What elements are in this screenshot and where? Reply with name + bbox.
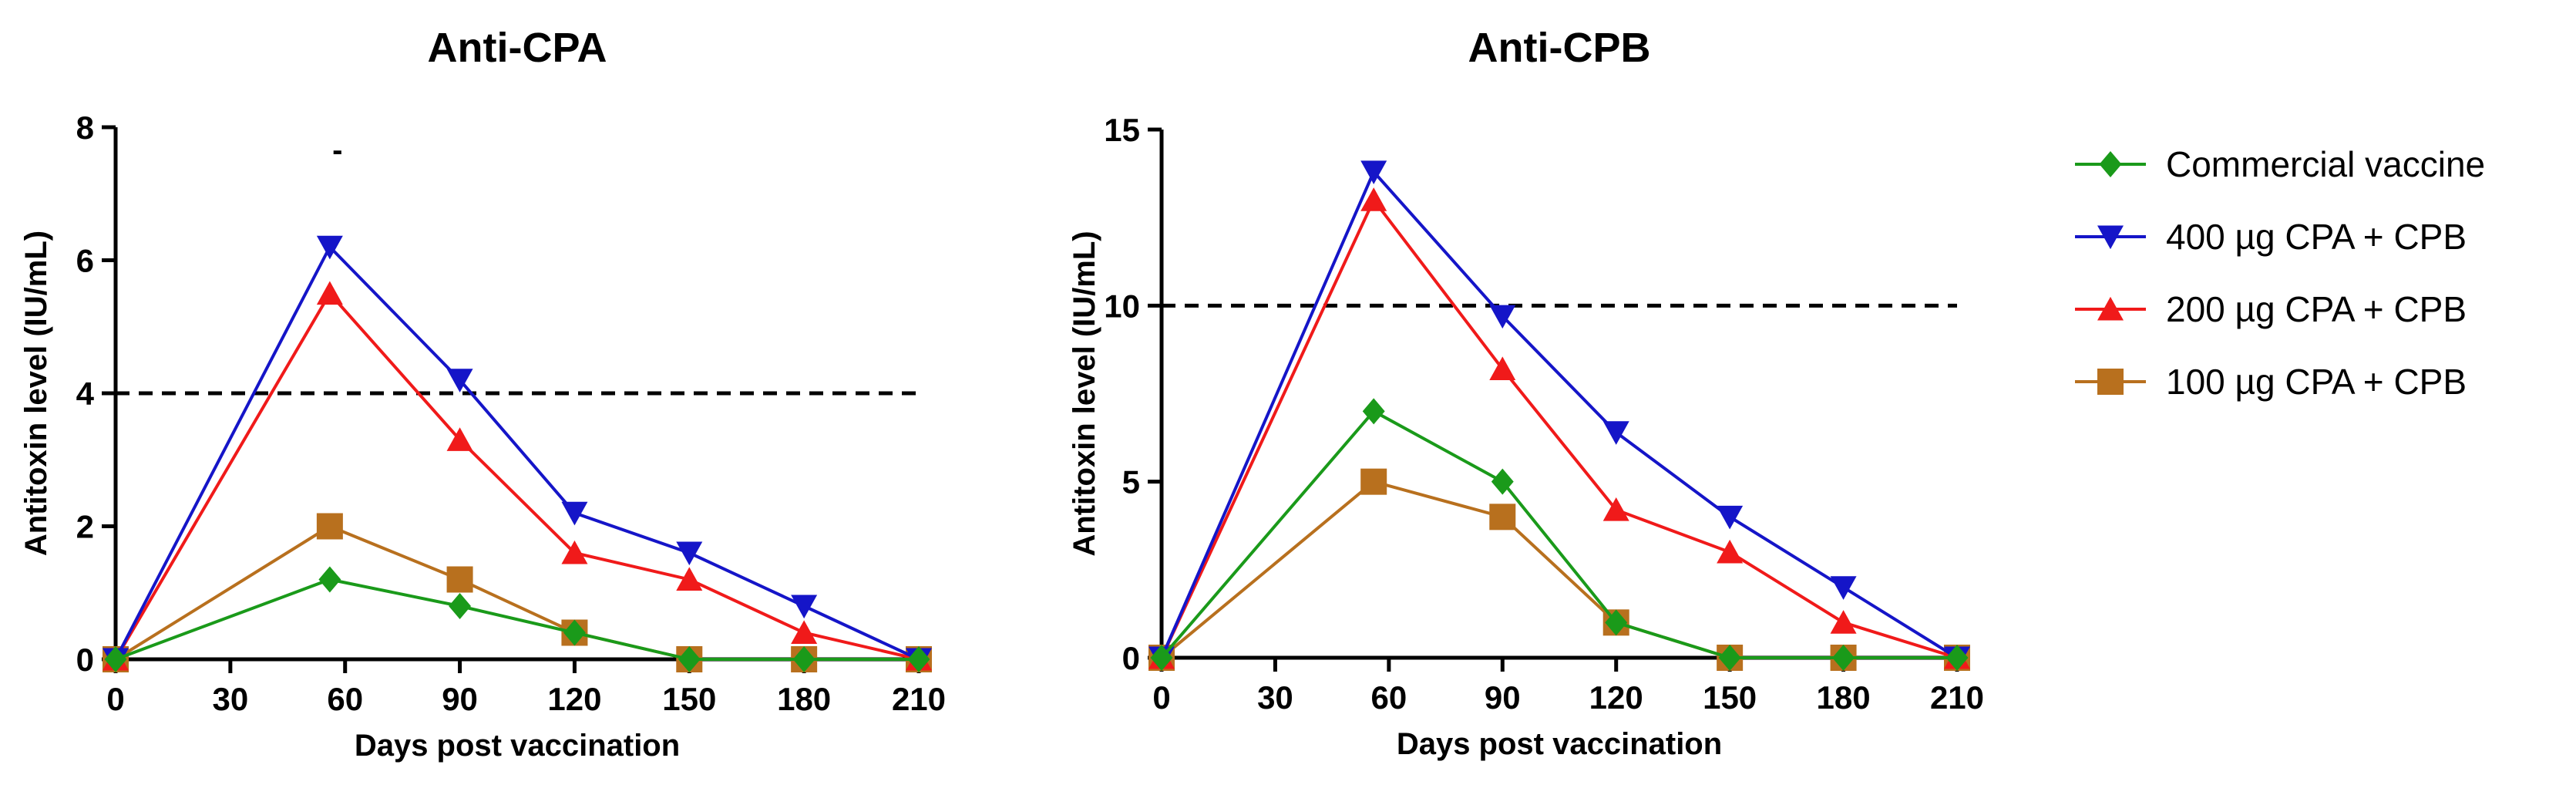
x-tick-label-anti-cpb: 90 xyxy=(1485,679,1521,716)
legend-marker-100-g-cpa-cpb xyxy=(2097,369,2124,395)
y-tick-label-anti-cpa: 0 xyxy=(76,642,94,678)
y-tick-label-anti-cpb: 5 xyxy=(1122,464,1140,500)
data-point-400-g-cpa-cpb-anti-cpa xyxy=(446,369,473,392)
data-point-commercial-vaccine-anti-cpa xyxy=(449,593,472,619)
x-axis-label-anti-cpa: Days post vaccination xyxy=(355,729,680,763)
y-axis-label-anti-cpa: Antitoxin level (IU/mL) xyxy=(19,231,53,556)
y-tick-label-anti-cpa: 2 xyxy=(76,509,94,545)
data-point-400-g-cpa-cpb-anti-cpb xyxy=(1602,421,1629,445)
x-tick-label-anti-cpb: 120 xyxy=(1589,679,1643,716)
data-point-commercial-vaccine-anti-cpa xyxy=(563,619,586,646)
data-point-200-g-cpa-cpb-anti-cpb xyxy=(1830,610,1857,634)
y-tick-label-anti-cpb: 10 xyxy=(1104,288,1140,324)
legend: Commercial vaccine 400 µg CPA + CPB 200 µg… xyxy=(2075,144,2485,402)
data-point-100-g-cpa-cpb-anti-cpb xyxy=(1360,468,1387,495)
chart-title-anti-cpb: Anti-CPB xyxy=(1468,25,1651,71)
data-point-200-g-cpa-cpb-anti-cpb xyxy=(1489,356,1516,380)
data-point-400-g-cpa-cpb-anti-cpa xyxy=(316,235,343,260)
x-tick-label-anti-cpa: 90 xyxy=(442,681,478,717)
data-point-400-g-cpa-cpb-anti-cpb xyxy=(1717,505,1744,530)
data-point-100-g-cpa-cpb-anti-cpa xyxy=(446,566,473,593)
chart-panel-anti-cpa: Anti-CPA - 0 2 4 6 8 0 30 60 90 120 150 180 210 Days po… xyxy=(19,25,946,763)
x-tick-label-anti-cpa: 60 xyxy=(327,681,363,717)
data-point-commercial-vaccine-anti-cpb xyxy=(1605,609,1628,636)
x-tick-label-anti-cpa: 30 xyxy=(212,681,248,717)
x-tick-label-anti-cpb: 0 xyxy=(1152,679,1170,716)
data-point-100-g-cpa-cpb-anti-cpb xyxy=(1489,504,1516,531)
x-tick-label-anti-cpa: 120 xyxy=(547,681,601,717)
data-point-200-g-cpa-cpb-anti-cpa xyxy=(676,567,703,591)
legend-label-100-g-cpa-cpb: 100 µg CPA + CPB xyxy=(2166,362,2467,402)
x-tick-label-anti-cpb: 180 xyxy=(1817,679,1871,716)
x-tick-label-anti-cpb: 210 xyxy=(1930,679,1984,716)
data-point-commercial-vaccine-anti-cpa xyxy=(907,646,930,672)
data-point-commercial-vaccine-anti-cpa xyxy=(318,566,341,593)
y-axis-label-anti-cpb: Antitoxin level (IU/mL) xyxy=(1068,231,1101,556)
data-point-commercial-vaccine-anti-cpb xyxy=(1491,468,1514,495)
x-tick-label-anti-cpb: 150 xyxy=(1703,679,1757,716)
data-point-commercial-vaccine-anti-cpb xyxy=(1945,645,1969,671)
data-point-200-g-cpa-cpb-anti-cpa xyxy=(791,620,818,644)
x-tick-label-anti-cpa: 210 xyxy=(892,681,946,717)
data-point-commercial-vaccine-anti-cpb xyxy=(1362,398,1385,425)
y-tick-label-anti-cpb: 15 xyxy=(1104,112,1140,148)
x-tick-label-anti-cpa: 0 xyxy=(106,681,124,717)
data-point-100-g-cpa-cpb-anti-cpa xyxy=(316,513,343,540)
data-point-200-g-cpa-cpb-anti-cpb xyxy=(1360,187,1387,211)
data-point-400-g-cpa-cpb-anti-cpb xyxy=(1830,576,1857,600)
annotation-anti-cpa: - xyxy=(332,133,342,167)
data-point-commercial-vaccine-anti-cpb xyxy=(1150,645,1173,671)
data-point-400-g-cpa-cpb-anti-cpa xyxy=(676,541,703,566)
data-point-commercial-vaccine-anti-cpb xyxy=(1832,645,1855,671)
x-tick-label-anti-cpb: 30 xyxy=(1257,679,1293,716)
x-tick-label-anti-cpa: 150 xyxy=(662,681,716,717)
legend-marker-400-g-cpa-cpb xyxy=(2097,225,2124,250)
data-point-400-g-cpa-cpb-anti-cpb xyxy=(1360,160,1387,184)
data-point-200-g-cpa-cpb-anti-cpb xyxy=(1717,539,1744,564)
y-tick-label-anti-cpb: 0 xyxy=(1122,640,1140,676)
legend-label-200-g-cpa-cpb: 200 µg CPA + CPB xyxy=(2166,289,2467,329)
data-point-commercial-vaccine-anti-cpa xyxy=(678,646,701,672)
x-tick-label-anti-cpa: 180 xyxy=(777,681,831,717)
legend-label-400-g-cpa-cpb: 400 µg CPA + CPB xyxy=(2166,217,2467,257)
data-point-commercial-vaccine-anti-cpa xyxy=(792,646,816,672)
y-tick-label-anti-cpa: 8 xyxy=(76,109,94,146)
y-tick-label-anti-cpa: 6 xyxy=(76,243,94,279)
data-point-400-g-cpa-cpb-anti-cpa xyxy=(791,595,818,619)
data-point-200-g-cpa-cpb-anti-cpa xyxy=(561,540,588,564)
data-point-commercial-vaccine-anti-cpa xyxy=(104,646,127,672)
legend-label-commercial-vaccine: Commercial vaccine xyxy=(2166,144,2485,184)
legend-marker-200-g-cpa-cpb xyxy=(2097,296,2124,321)
data-point-200-g-cpa-cpb-anti-cpa xyxy=(446,427,473,451)
data-point-200-g-cpa-cpb-anti-cpb xyxy=(1602,497,1629,521)
legend-marker-commercial-vaccine xyxy=(2099,151,2122,177)
x-axis-label-anti-cpb: Days post vaccination xyxy=(1397,727,1722,761)
data-point-commercial-vaccine-anti-cpb xyxy=(1718,645,1741,671)
y-tick-label-anti-cpa: 4 xyxy=(76,376,95,412)
x-tick-label-anti-cpb: 60 xyxy=(1370,679,1407,716)
data-point-400-g-cpa-cpb-anti-cpa xyxy=(561,501,588,526)
data-point-200-g-cpa-cpb-anti-cpa xyxy=(316,281,343,305)
chart-title-anti-cpa: Anti-CPA xyxy=(428,25,607,71)
data-point-400-g-cpa-cpb-anti-cpb xyxy=(1489,305,1516,329)
